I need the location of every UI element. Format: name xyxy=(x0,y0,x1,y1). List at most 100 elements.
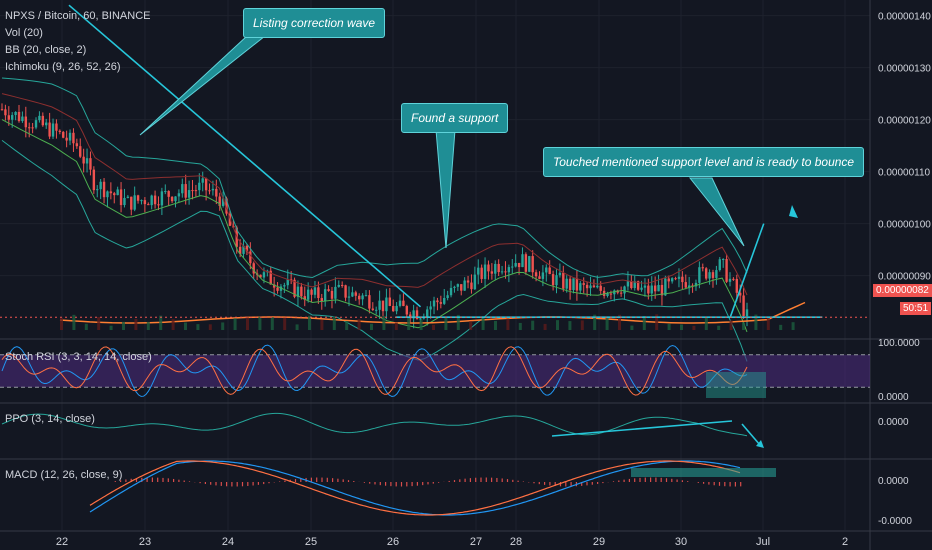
candle-body xyxy=(136,195,140,201)
candle-body xyxy=(306,289,310,300)
volume-bar xyxy=(543,323,547,330)
candle-body xyxy=(466,280,470,283)
volume-bar xyxy=(221,322,225,330)
volume-bar xyxy=(122,321,125,330)
candle-body xyxy=(701,267,704,269)
volume-bar xyxy=(246,317,249,330)
candle-body xyxy=(102,181,106,198)
candle-body xyxy=(191,190,194,192)
x-tick-label: 22 xyxy=(56,536,68,548)
candle-body xyxy=(4,109,7,116)
candle-body xyxy=(521,254,524,268)
x-tick-label: 23 xyxy=(139,536,151,548)
candle-body xyxy=(0,109,4,111)
vol-legend[interactable]: Vol (20) xyxy=(5,27,43,39)
candle-body xyxy=(354,292,357,296)
candle-body xyxy=(21,116,24,122)
candle-body xyxy=(313,287,317,295)
candle-body xyxy=(596,285,599,288)
candle-body xyxy=(116,189,119,196)
candle-body xyxy=(704,268,708,279)
bb-legend[interactable]: BB (20, close, 2) xyxy=(5,44,87,56)
candle-body xyxy=(368,295,371,309)
candle-body xyxy=(443,297,446,304)
candle-body xyxy=(323,289,327,302)
candle-body xyxy=(514,262,517,267)
candle-body xyxy=(170,196,174,202)
candle-body xyxy=(677,276,681,279)
volume-bar xyxy=(432,324,435,330)
candle-body xyxy=(653,285,657,292)
last-price-tag: 0.00000082 xyxy=(873,284,932,297)
candle-body xyxy=(375,309,378,311)
candle-body xyxy=(164,191,167,193)
candle-body xyxy=(317,287,320,299)
candle-body xyxy=(55,123,58,131)
volume-bar xyxy=(72,314,76,330)
volume-bar xyxy=(630,325,634,330)
bb-lower xyxy=(1,139,748,362)
candle-body xyxy=(439,302,443,304)
volume-bar xyxy=(97,316,101,330)
candle-body xyxy=(551,274,555,286)
candle-body xyxy=(85,158,89,164)
macd-legend[interactable]: MACD (12, 26, close, 9) xyxy=(5,469,123,481)
stoch-rsi-legend[interactable]: Stoch RSI (3, 3, 14, 14, close) xyxy=(5,351,152,363)
candle-body xyxy=(242,245,245,254)
candle-body xyxy=(106,191,109,198)
volume-bar xyxy=(159,315,163,330)
candle-body xyxy=(160,191,164,206)
candle-body xyxy=(657,284,660,292)
candle-body xyxy=(541,272,545,279)
candle-body xyxy=(490,271,494,274)
candle-body xyxy=(381,300,385,312)
candle-body xyxy=(31,127,34,129)
stoch-d-line xyxy=(1,346,748,396)
volume-bar xyxy=(618,314,621,330)
candle-body xyxy=(667,278,670,282)
candle-body xyxy=(511,266,514,268)
candle-body xyxy=(643,285,647,288)
volume-bar xyxy=(345,320,349,330)
candle-body xyxy=(721,259,725,261)
candle-body xyxy=(262,272,266,278)
candle-body xyxy=(184,184,187,198)
volume-bar xyxy=(295,324,299,330)
candle-body xyxy=(664,278,667,296)
ppo-legend[interactable]: PPO (3, 14, close) xyxy=(5,413,95,425)
candle-body xyxy=(426,309,429,318)
candle-body xyxy=(575,278,579,291)
candle-body xyxy=(79,146,82,157)
candle-body xyxy=(528,256,531,272)
bb-upper xyxy=(1,77,748,279)
candle-body xyxy=(483,264,487,279)
y-tick-label: -0.0000 xyxy=(878,516,912,527)
volume-bar xyxy=(469,321,473,330)
volume-bar xyxy=(655,314,659,330)
candle-body xyxy=(694,282,698,287)
volume-bar xyxy=(233,318,237,330)
volume-bar xyxy=(518,322,522,330)
candle-body xyxy=(640,287,643,290)
x-tick-label: 2 xyxy=(842,536,848,548)
ppo-pane xyxy=(1,412,764,448)
volume-bar xyxy=(704,316,708,330)
candle-body xyxy=(72,132,75,144)
volume-bar xyxy=(283,317,287,330)
volume-bar xyxy=(171,319,175,330)
candle-body xyxy=(623,286,626,294)
candle-body xyxy=(568,278,572,291)
symbol-title[interactable]: NPXS / Bitcoin, 60, BINANCE xyxy=(5,10,151,22)
ichimoku-legend[interactable]: Ichimoku (9, 26, 52, 26) xyxy=(5,61,121,73)
candle-body xyxy=(548,267,551,275)
candle-body xyxy=(670,278,674,282)
candle-body xyxy=(327,289,330,291)
candle-body xyxy=(310,289,313,295)
volume-bar xyxy=(667,323,671,330)
candle-body xyxy=(500,271,504,273)
macd-signal-line xyxy=(89,460,741,516)
x-tick-label: 26 xyxy=(387,536,399,548)
candle-body xyxy=(487,264,490,272)
trendline-bounce-arrow xyxy=(729,223,765,318)
candle-body xyxy=(647,285,650,294)
